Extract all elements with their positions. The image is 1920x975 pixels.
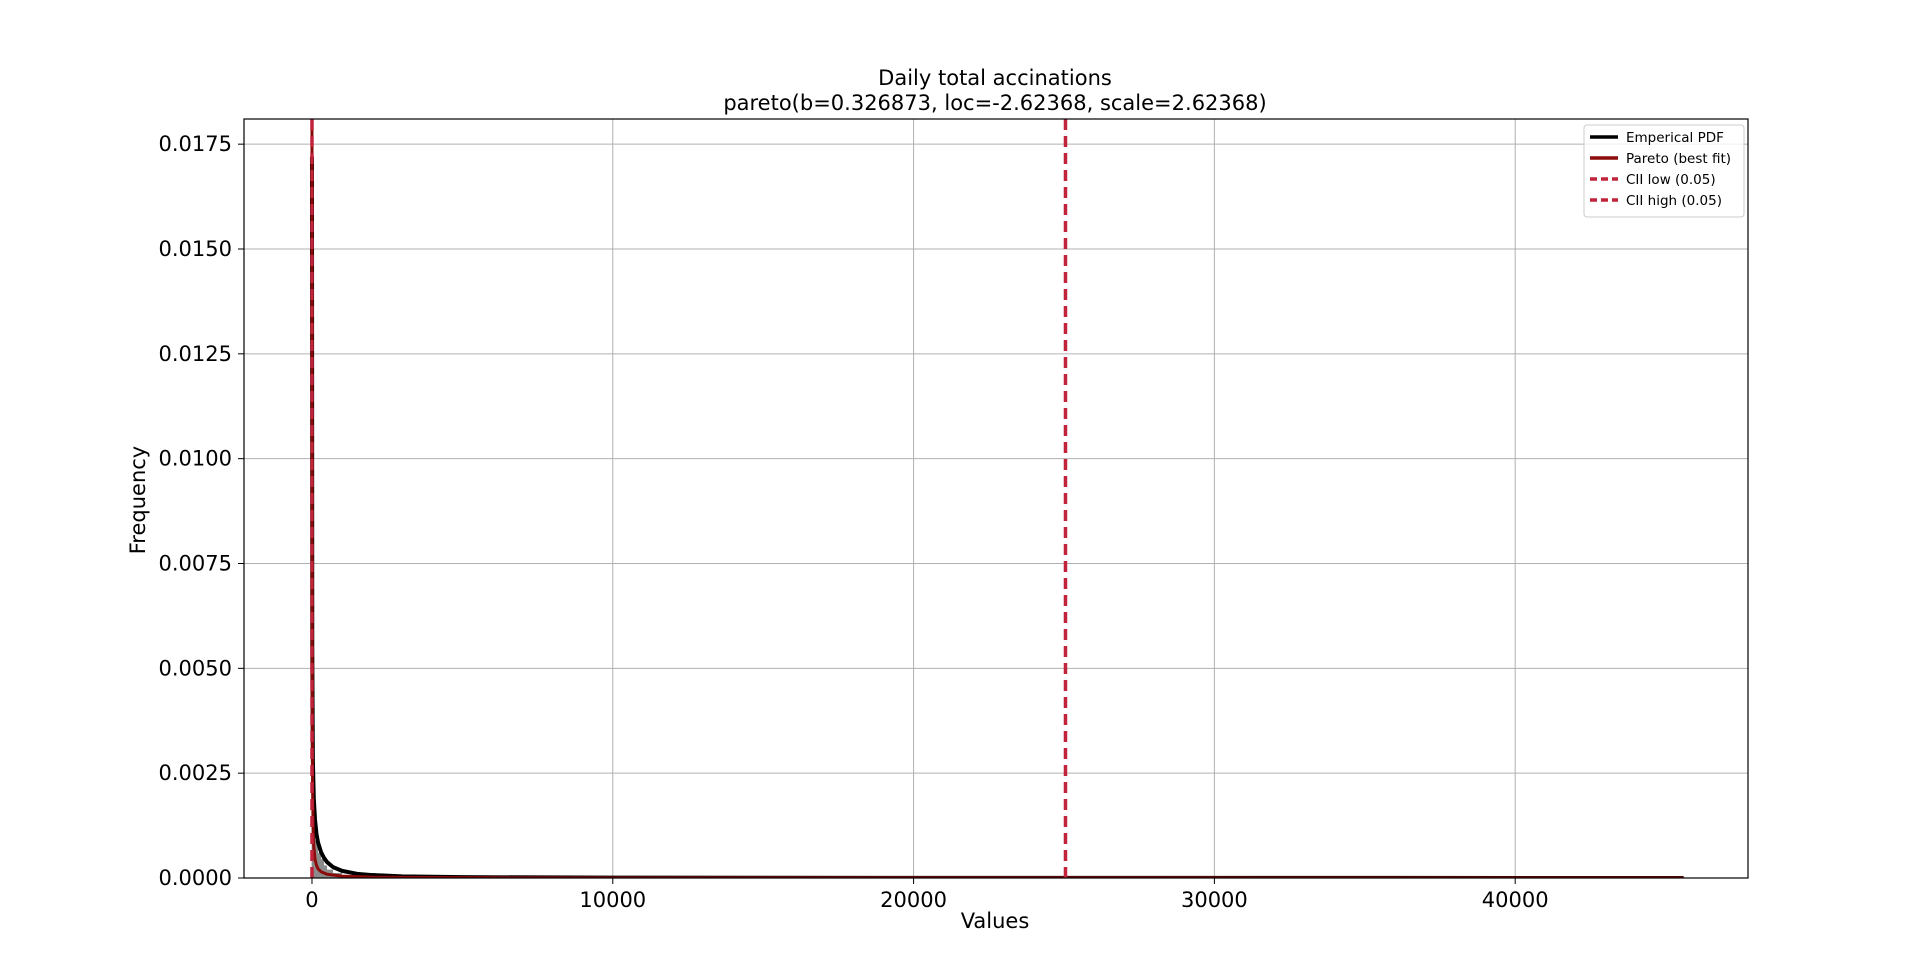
series-line-emperical-pdf (309, 156, 1684, 878)
y-tick-label: 0.0000 (159, 866, 232, 890)
x-tick-label: 0 (305, 888, 318, 912)
y-tick-label: 0.0125 (159, 342, 232, 366)
x-tick-label: 30000 (1181, 888, 1248, 912)
histogram-bar-2 (317, 852, 322, 878)
histogram-bar-4 (324, 865, 328, 878)
chart-subtitle: pareto(b=0.326873, loc=-2.62368, scale=2… (723, 91, 1266, 115)
legend-label-0: Emperical PDF (1626, 130, 1724, 146)
y-tick-label: 0.0100 (159, 447, 232, 471)
axis-ticks (238, 143, 1516, 884)
y-axis-label: Frequency (126, 446, 150, 555)
grid (244, 119, 1748, 879)
series-lines (309, 123, 1684, 878)
y-tick-label: 0.0175 (159, 132, 232, 156)
histogram-bar-3 (321, 859, 325, 878)
y-tick-label: 0.0075 (159, 551, 232, 575)
x-tick-label: 40000 (1482, 888, 1549, 912)
y-tick-label: 0.0150 (159, 237, 232, 261)
series-line-pareto-best-fit- (310, 123, 1684, 878)
confidence-lines (310, 119, 1068, 878)
plot-frame (243, 118, 1749, 879)
x-tick-labels: 0 10000 20000 30000 40000 (305, 888, 1548, 912)
x-tick-label: 20000 (880, 888, 947, 912)
legend-label-3: CII high (0.05) (1626, 193, 1722, 209)
x-axis-label: Values (961, 909, 1030, 933)
legend: Emperical PDF Pareto (best fit) CII low (0… (1583, 124, 1745, 218)
x-tick-label: 10000 (579, 888, 646, 912)
legend-label-1: Pareto (best fit) (1626, 151, 1731, 167)
legend-label-2: CII low (0.05) (1626, 172, 1716, 188)
y-tick-labels: 0.0000 0.0025 0.0050 0.0075 0.0100 0.0125 0.01… (159, 132, 232, 890)
legend-box (1583, 124, 1745, 218)
chart-title: Daily total accinations (878, 66, 1112, 90)
y-tick-label: 0.0025 (159, 761, 232, 785)
y-tick-label: 0.0050 (159, 656, 232, 680)
